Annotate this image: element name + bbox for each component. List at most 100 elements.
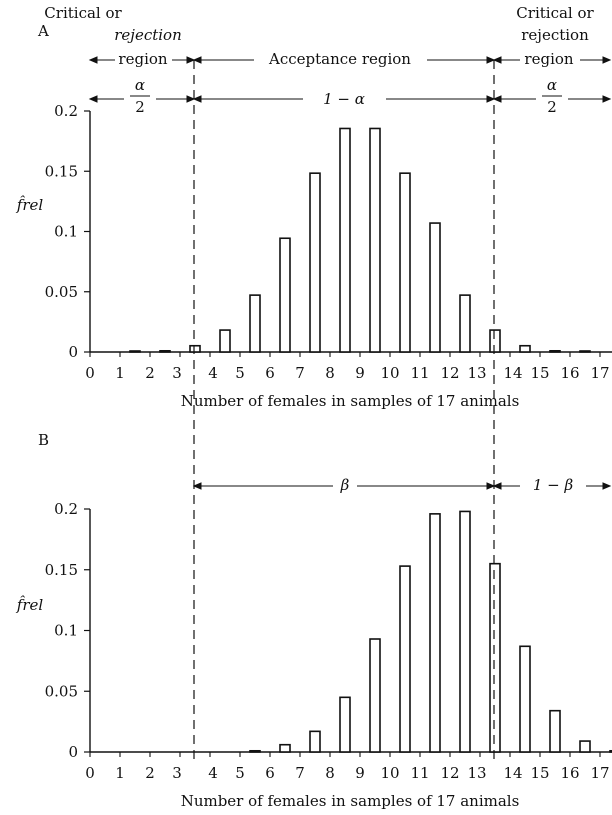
panel-a-xtick-label: 13 [467, 364, 486, 382]
panel-b-xtick-label: 9 [355, 764, 365, 782]
panel-b-bar-14 [519, 645, 531, 753]
panel-b-label: B [38, 431, 49, 449]
panel-a-xtick-label: 2 [145, 364, 155, 382]
left-region-title-2: rejection [114, 26, 182, 44]
panel-a-xtick-label: 14 [503, 364, 522, 382]
panel-a-xtick-label: 1 [115, 364, 125, 382]
panel-b-bar-7 [309, 730, 321, 753]
panel-a-xtick-label: 8 [325, 364, 335, 382]
panel-a-bar-7 [309, 172, 321, 353]
panel-b-xtick-label: 0 [85, 764, 95, 782]
panel-b-axes [89, 509, 612, 753]
panel-b-bar-13 [489, 562, 501, 753]
panel-a-xtick-label: 0 [85, 364, 95, 382]
panel-b-xtick-label: 4 [208, 764, 218, 782]
panel-b-bar-8 [339, 696, 351, 753]
one-minus-alpha-arrow [192, 95, 496, 103]
panel-a-xtick-label: 11 [410, 364, 429, 382]
panel-a-xtick-label: 16 [560, 364, 579, 382]
panel-b-bar-6 [279, 743, 291, 753]
critical-lines [193, 60, 495, 764]
panel-a-bar-6 [279, 237, 291, 353]
panel-a-xlabel: Number of females in samples of 17 anima… [181, 392, 520, 410]
panel-b-xlabel: Number of females in samples of 17 anima… [181, 792, 520, 810]
panel-a-ytick-label: 0 [68, 343, 78, 361]
panel-b-xtick-label: 13 [467, 764, 486, 782]
right-alpha-denominator: 2 [547, 98, 557, 116]
panel-b-xtick-label: 3 [172, 764, 182, 782]
panel-a-bar-5 [249, 294, 261, 353]
panel-a-xtick-label: 17 [590, 364, 609, 382]
panel-b-xtick-label: 10 [380, 764, 399, 782]
left-alpha-denominator: 2 [135, 98, 145, 116]
left-region-arrow [88, 56, 196, 64]
one-minus-beta-arrow [492, 482, 612, 490]
left-region-title-1: Critical or [44, 4, 122, 22]
panel-a-xtick-label: 9 [355, 364, 365, 382]
panel-b-xtick-label: 14 [503, 764, 522, 782]
panel-a-axes [89, 111, 612, 353]
panel-b-xtick-label: 12 [440, 764, 459, 782]
panel-a-bar-11 [429, 222, 441, 353]
panel-a-ytick-label: 0.2 [54, 102, 78, 120]
panel-b-xtick-label: 11 [410, 764, 429, 782]
panel-a-xtick-label: 5 [235, 364, 245, 382]
panel-a-bar-2 [159, 349, 171, 353]
panel-a-plot: 00.050.10.150.20 1 2 3 4 5 6 7 8 9 10 11 12 13 14 15 16 1… [45, 102, 610, 382]
panel-b-xtick-label: 7 [295, 764, 305, 782]
panel-a-xtick-label: 7 [295, 364, 305, 382]
panel-b-bar-9 [369, 638, 381, 753]
panel-a-bar-10 [399, 172, 411, 353]
panel-a-bar-8 [339, 127, 351, 353]
right-region-title-2: rejection [521, 26, 589, 44]
panel-a-bar-3 [189, 344, 201, 353]
one-minus-beta-label: 1 − β [533, 476, 574, 494]
one-minus-alpha-label: 1 − α [323, 90, 365, 108]
panel-a-bar-1 [129, 350, 141, 353]
panel-a-xtick-label: 15 [530, 364, 549, 382]
panel-a-xtick-label: 10 [380, 364, 399, 382]
panel-b-ytick-label: 0 [68, 743, 78, 761]
panel-b-xtick-label: 2 [145, 764, 155, 782]
panel-a-ytick-label: 0.1 [54, 223, 78, 241]
right-region-title-3: region [524, 50, 573, 68]
panel-b-xtick-label: 15 [530, 764, 549, 782]
panel-b-bar-15 [549, 709, 561, 753]
beta-label: β [340, 476, 350, 494]
right-alpha-arrow [492, 95, 612, 103]
panel-a-bar-9 [369, 127, 381, 353]
left-alpha-arrow [88, 95, 196, 103]
panel-b-bar-5 [249, 749, 261, 753]
panel-b-xtick-label: 5 [235, 764, 245, 782]
panel-b-bar-17 [609, 749, 612, 753]
panel-a-bar-15 [549, 349, 561, 353]
panel-b-ylabel: f̂rel [16, 596, 44, 614]
panel-b-ytick-label: 0.15 [45, 561, 78, 579]
panel-b-plot: 00.050.10.150.20 1 2 3 4 5 6 7 8 9 10 11 12 13 14 15 16 1… [45, 500, 612, 782]
panel-b-ytick-label: 0.1 [54, 622, 78, 640]
panel-b-bar-11 [429, 513, 441, 753]
acceptance-region-title: Acceptance region [268, 50, 411, 68]
panel-b-xtick-label: 17 [590, 764, 609, 782]
panel-b-xtick-label: 6 [265, 764, 275, 782]
panel-a-label: A [37, 22, 49, 40]
right-region-title-1: Critical or [516, 4, 594, 22]
panel-a-ytick-label: 0.05 [45, 283, 78, 301]
panel-b-ytick-label: 0.05 [45, 682, 78, 700]
panel-b-xtick-label: 16 [560, 764, 579, 782]
panel-a-xtick-label: 3 [172, 364, 182, 382]
panel-a-bar-13 [489, 329, 501, 353]
panel-b-bar-16 [579, 740, 591, 753]
panel-b-ytick-label: 0.2 [54, 500, 78, 518]
right-alpha-half: α 2 [542, 76, 562, 116]
panel-a-xtick-label: 12 [440, 364, 459, 382]
panel-a-ytick-label: 0.15 [45, 162, 78, 180]
panel-b-xtick-label: 1 [115, 764, 125, 782]
left-region-title-3: region [118, 50, 167, 68]
panel-b-xtick-label: 8 [325, 764, 335, 782]
left-alpha-half: α 2 [130, 76, 150, 116]
panel-a-bar-12 [459, 294, 471, 353]
right-region-arrow [492, 56, 612, 64]
panel-a-bar-16 [579, 350, 591, 353]
